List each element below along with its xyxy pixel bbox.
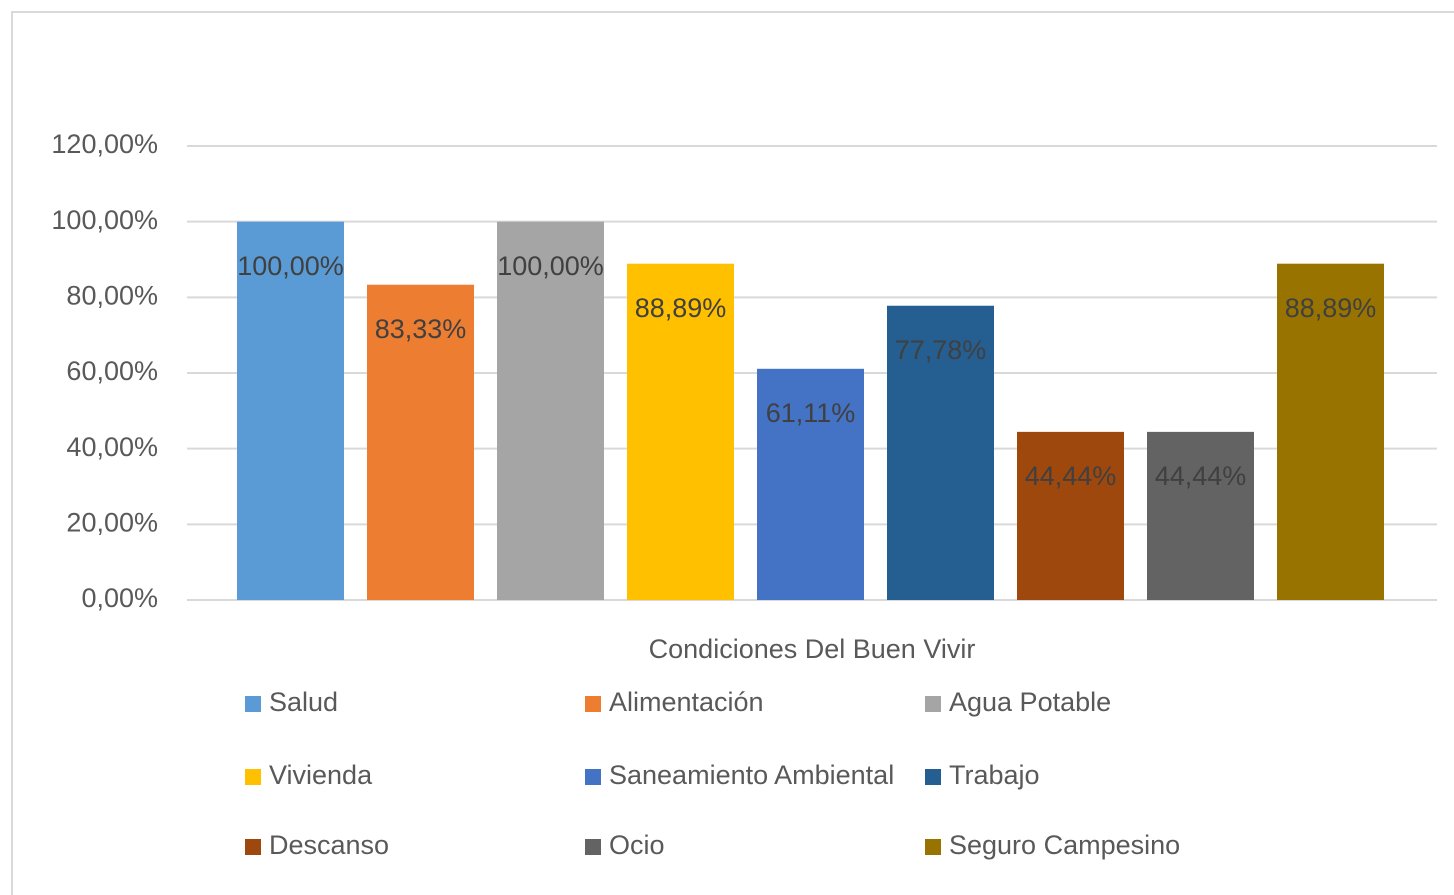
- data-label: 88,89%: [635, 293, 727, 323]
- y-tick-label: 40,00%: [66, 432, 158, 462]
- x-axis-title: Condiciones Del Buen Vivir: [649, 634, 976, 664]
- data-label: 77,78%: [895, 335, 987, 365]
- legend-label: Descanso: [269, 830, 389, 860]
- y-tick-label: 80,00%: [66, 280, 158, 310]
- bar: [1147, 431, 1254, 600]
- legend-swatch: [585, 696, 601, 712]
- legend-swatch: [245, 696, 261, 712]
- y-tick-label: 60,00%: [66, 356, 158, 386]
- bar: [497, 221, 604, 600]
- data-label: 88,89%: [1285, 293, 1377, 323]
- legend-swatch: [585, 839, 601, 855]
- y-tick-label: 100,00%: [51, 205, 158, 235]
- y-tick-label: 0,00%: [81, 583, 158, 613]
- data-label: 61,11%: [766, 398, 856, 428]
- bar: [1277, 263, 1384, 600]
- legend-swatch: [245, 769, 261, 785]
- bar: [627, 263, 734, 600]
- legend-label: Salud: [269, 687, 338, 717]
- bar: [367, 284, 474, 600]
- bar: [1017, 431, 1124, 600]
- data-label: 100,00%: [237, 251, 344, 281]
- bar: [887, 305, 994, 600]
- data-label: 83,33%: [375, 314, 467, 344]
- legend-label: Vivienda: [269, 760, 373, 790]
- y-tick-label: 120,00%: [51, 129, 158, 159]
- legend-label: Saneamiento Ambiental: [609, 760, 894, 790]
- legend-label: Ocio: [609, 830, 665, 860]
- y-tick-label: 20,00%: [66, 507, 158, 537]
- legend-swatch: [925, 839, 941, 855]
- legend-label: Agua Potable: [949, 687, 1111, 717]
- legend-swatch: [925, 696, 941, 712]
- data-label: 44,44%: [1025, 461, 1117, 491]
- data-label: 44,44%: [1155, 461, 1247, 491]
- legend-swatch: [925, 769, 941, 785]
- legend-label: Trabajo: [949, 760, 1040, 790]
- data-label: 100,00%: [497, 251, 604, 281]
- legend-swatch: [585, 769, 601, 785]
- legend-swatch: [245, 839, 261, 855]
- legend-label: Alimentación: [609, 687, 764, 717]
- bar: [237, 221, 344, 600]
- bar: [757, 368, 864, 600]
- legend-label: Seguro Campesino: [949, 830, 1180, 860]
